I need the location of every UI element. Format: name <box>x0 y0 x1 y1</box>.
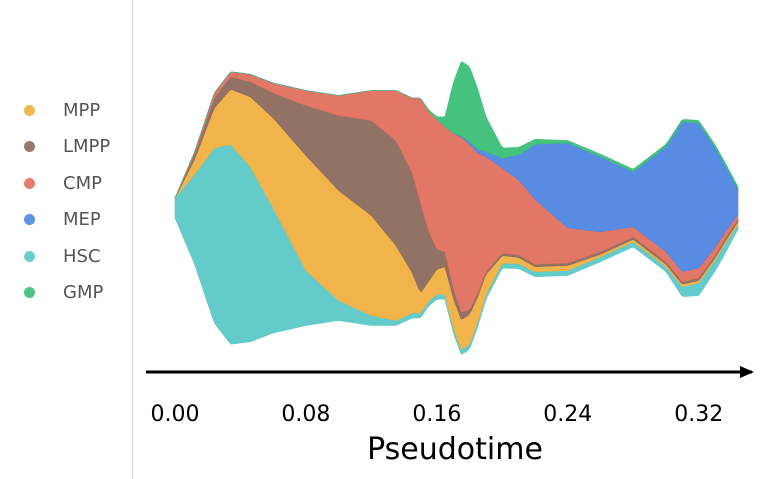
x-axis-label: Pseudotime <box>367 432 543 467</box>
legend-label: GMP <box>63 282 104 303</box>
legend-item-gmp: GMP <box>12 275 103 311</box>
stream-layers <box>174 61 739 355</box>
legend-swatch <box>24 287 35 298</box>
x-tick-label: 0.08 <box>281 402 330 427</box>
legend-item-hsc: HSC <box>12 238 101 274</box>
legend-item-mpp: MPP <box>12 92 100 128</box>
stream-gmp <box>174 61 739 199</box>
legend-swatch <box>24 141 35 152</box>
legend-item-lmpp: LMPP <box>12 129 110 165</box>
legend-swatch <box>24 104 35 116</box>
legend-item-cmp: CMP <box>12 165 102 201</box>
legend-label: LMPP <box>63 136 111 157</box>
legend-label: MEP <box>63 209 101 230</box>
x-tick-label: 0.16 <box>412 402 461 427</box>
legend: MPP LMPP CMP MEP HSC GMP <box>12 92 134 312</box>
x-tick-labels: 0.00 0.08 0.16 0.24 0.32 <box>151 402 724 427</box>
legend-label: HSC <box>63 245 101 267</box>
legend-label: MPP <box>63 99 101 121</box>
x-tick-label: 0.24 <box>543 402 592 427</box>
legend-swatch <box>24 214 35 225</box>
legend-swatch <box>24 250 35 262</box>
legend-item-mep: MEP <box>12 202 101 238</box>
legend-frame <box>132 0 133 479</box>
legend-swatch <box>24 177 35 189</box>
x-tick-label: 0.00 <box>151 402 200 427</box>
legend-label: CMP <box>63 172 102 194</box>
x-tick-label: 0.32 <box>674 402 723 427</box>
